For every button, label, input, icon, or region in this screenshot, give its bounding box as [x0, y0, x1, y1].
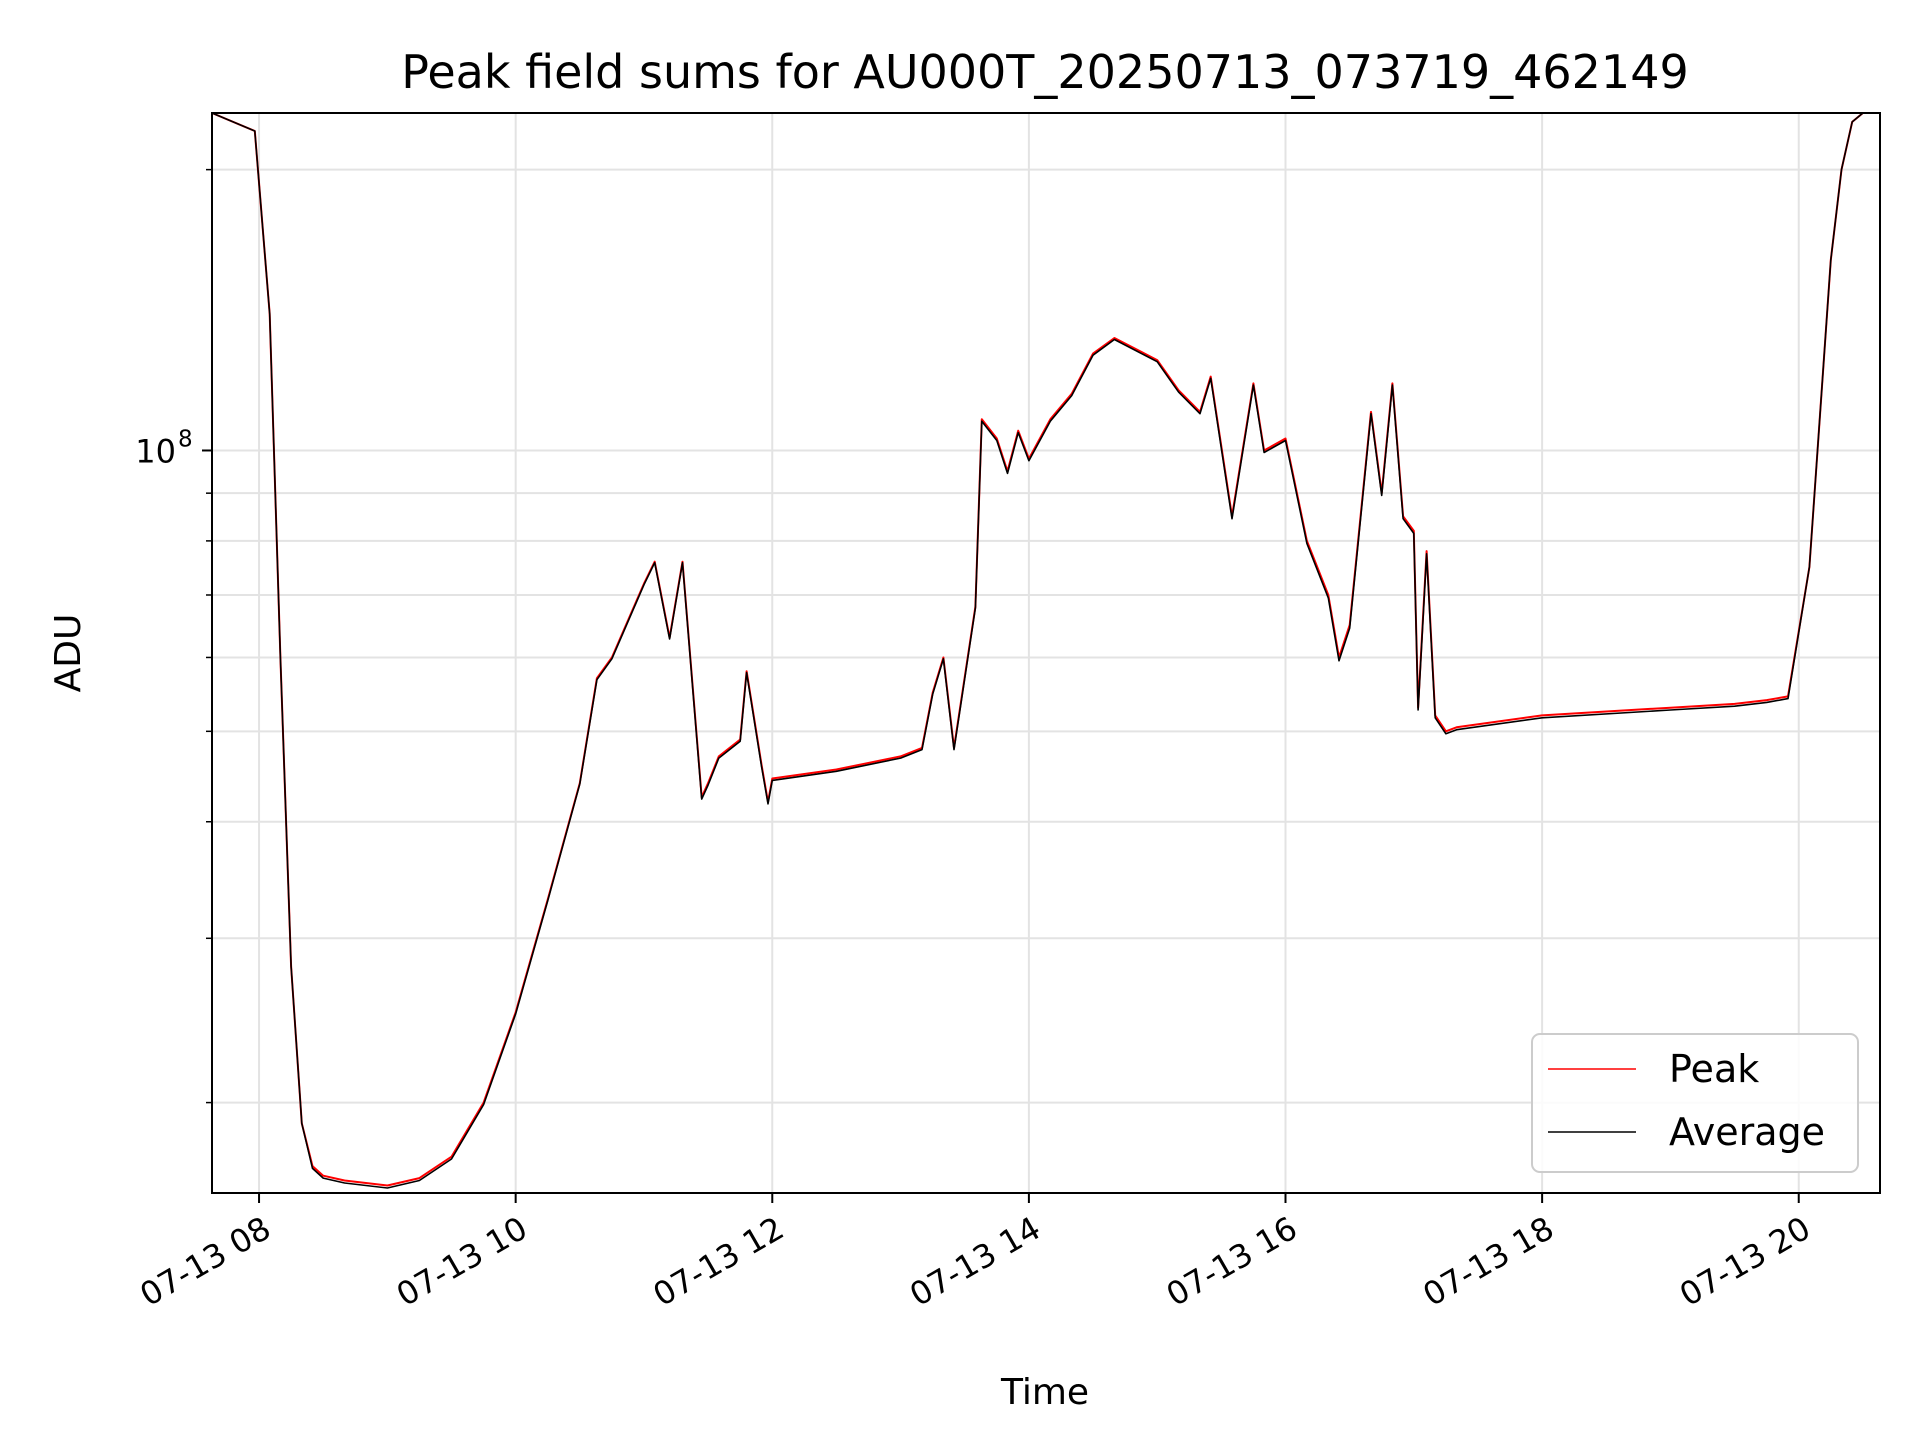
plot-area: [212, 113, 1880, 1193]
plot-frame: [211, 112, 1881, 1194]
series-line-average: [211, 112, 1880, 1189]
y-tick-base: 10: [135, 432, 176, 470]
y-tick-label: 10: [135, 432, 176, 470]
x-axis-title: Time: [1000, 1372, 1089, 1413]
y-axis-title: ADU: [48, 614, 89, 693]
y-tick-exponent: 8: [178, 426, 193, 452]
legend-label-peak: Peak: [1669, 1047, 1759, 1091]
series-layer: [211, 112, 1880, 1189]
legend: Peak Average: [1531, 1033, 1859, 1173]
legend-label-average: Average: [1669, 1110, 1825, 1154]
chart-title: Peak field sums for AU000T_20250713_0737…: [401, 45, 1688, 99]
grid: [212, 113, 1880, 1193]
